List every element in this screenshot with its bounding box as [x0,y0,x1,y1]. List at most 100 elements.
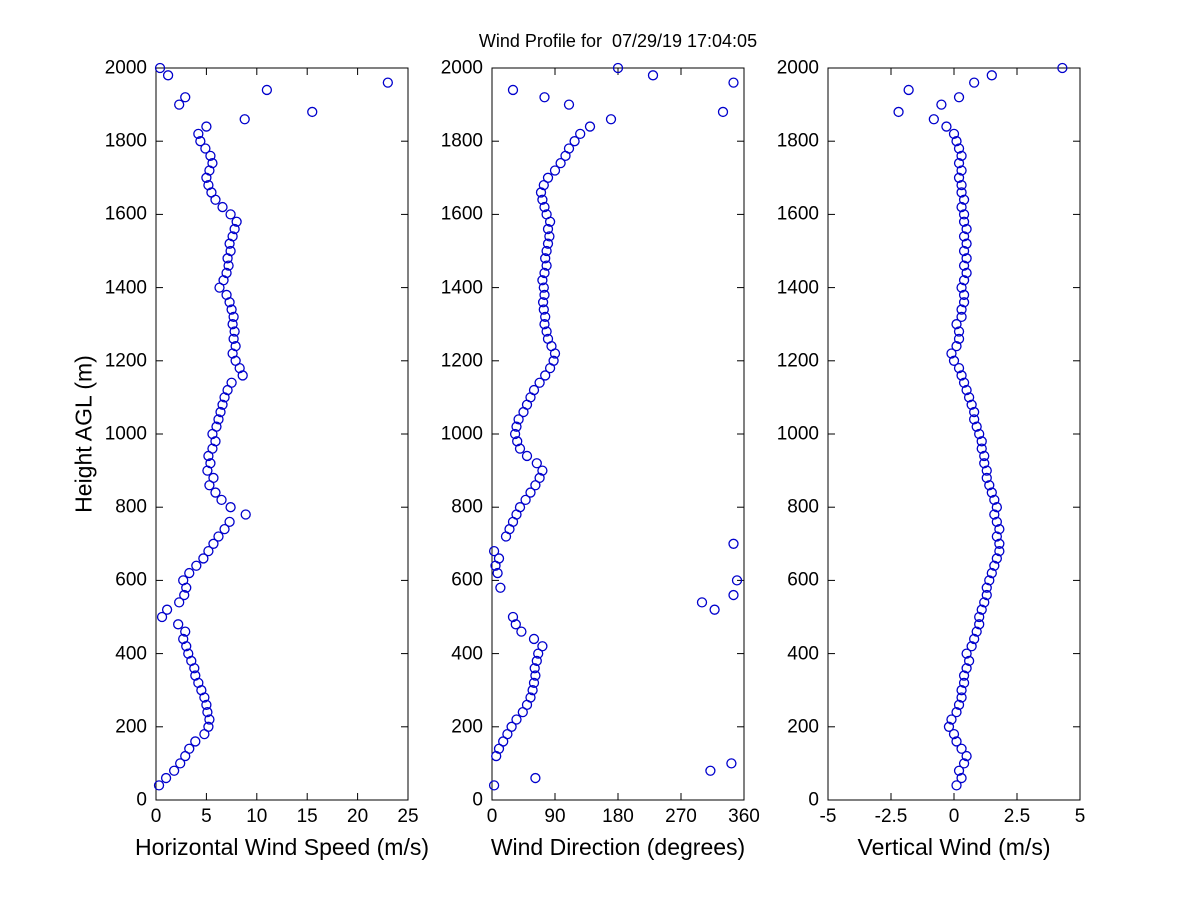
data-point-marker [537,641,548,652]
data-point-marker [531,458,542,469]
data-point-marker [200,143,211,154]
x-tick-label: 360 [728,806,760,827]
data-point-marker [154,62,166,74]
data-point-marker [584,121,596,132]
data-point-marker [539,319,550,330]
data-point-marker [728,589,739,601]
data-point-marker [956,692,967,703]
data-point-marker [227,319,238,330]
data-point-marker [529,663,540,674]
y-tick-label: 800 [115,496,147,518]
x-tick-label: 25 [397,806,419,827]
y-axis-label: Height AGL (m) [70,355,97,513]
data-point-marker [203,721,214,732]
y-tick-label: 1000 [776,423,819,445]
data-point-marker [961,663,972,674]
data-point-marker [958,245,970,257]
chart-title: Wind Profile for 07/29/19 17:04:05 [478,31,758,51]
data-point-marker [183,648,194,659]
data-point-marker [521,450,533,462]
data-point-marker [989,509,1000,520]
data-point-marker [180,92,191,103]
data-point-marker [510,619,521,630]
y-tick-label: 2000 [104,57,147,79]
data-point-marker [205,458,216,469]
data-point-marker [963,392,975,403]
data-point-marker [493,553,505,564]
data-point-marker [953,333,965,344]
data-point-marker [544,231,555,242]
axes-box [491,67,745,801]
data-point-marker [958,194,970,205]
data-point-marker [994,545,1005,557]
axes-box [155,67,409,801]
data-point-marker [549,165,561,176]
data-point-marker [215,406,226,418]
data-point-marker [956,304,967,315]
data-point-marker [991,553,1002,564]
data-point-marker [179,589,190,601]
x-tick-label: 0 [948,806,960,827]
data-point-marker [647,70,659,81]
data-point-marker [229,223,240,235]
data-point-marker [958,289,970,301]
data-point-marker [539,92,550,103]
data-point-marker [958,758,970,769]
data-point-marker [969,406,980,418]
y-tick-label: 600 [115,569,147,591]
data-point-marker [210,487,221,498]
data-point-marker [969,633,980,645]
data-point-marker [994,538,1005,549]
data-point-marker [226,304,237,315]
data-point-marker [951,341,962,352]
data-point-marker [956,772,967,784]
data-point-marker [1057,62,1068,74]
y-tick-label: 1400 [104,277,147,299]
data-point-marker [709,604,720,615]
data-point-marker [612,62,624,74]
data-point-marker [956,370,967,381]
y-tick-label: 1000 [440,423,483,445]
data-point-marker [994,524,1005,535]
x-tick-label: 270 [665,806,697,827]
data-point-marker [539,267,550,279]
data-point-marker [981,472,992,484]
data-point-marker [225,245,236,257]
data-point-marker [261,84,273,96]
data-point-marker [539,289,550,301]
y-tick-label: 1800 [440,130,483,152]
data-point-marker [542,223,554,235]
data-point-marker [986,567,997,579]
y-tick-label: 1800 [104,130,147,152]
data-point-marker [903,84,914,96]
data-point-marker [963,655,975,667]
data-point-marker [956,165,967,176]
data-point-marker [168,765,180,776]
data-point-marker [953,172,965,183]
data-point-marker [198,553,209,564]
data-point-marker [239,114,250,125]
data-point-marker [307,106,318,118]
data-point-marker [531,655,542,667]
data-point-marker [227,231,238,242]
y-tick-label: 1400 [440,277,483,299]
y-tick-label: 1000 [104,423,147,445]
y-tick-label: 800 [451,496,483,518]
y-tick-label: 1800 [776,130,819,152]
data-point-marker [936,99,947,110]
y-tick-label: 1200 [440,350,483,372]
data-point-marker [555,158,566,169]
data-point-marker [162,70,174,81]
data-point-marker [969,77,980,88]
data-point-marker [221,289,232,301]
x-tick-label: 180 [602,806,634,827]
y-tick-label: 2000 [776,57,819,79]
data-point-marker [956,187,967,198]
data-point-marker [976,604,987,615]
data-point-marker [193,128,204,140]
y-tick-label: 600 [787,569,819,591]
data-point-marker [174,597,185,608]
data-point-marker [540,253,551,264]
data-point-marker [569,136,580,147]
data-point-marker [961,253,972,264]
